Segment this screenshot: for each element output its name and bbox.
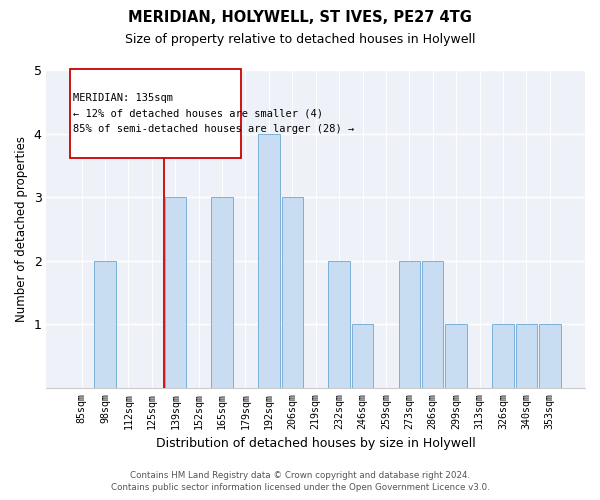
Text: MERIDIAN, HOLYWELL, ST IVES, PE27 4TG: MERIDIAN, HOLYWELL, ST IVES, PE27 4TG [128, 10, 472, 25]
Text: Contains HM Land Registry data © Crown copyright and database right 2024.
Contai: Contains HM Land Registry data © Crown c… [110, 471, 490, 492]
Bar [398, 260, 420, 388]
Y-axis label: Number of detached properties: Number of detached properties [15, 136, 28, 322]
Bar [258, 134, 280, 388]
Bar [515, 324, 537, 388]
Text: MERIDIAN: 135sqm
← 12% of detached houses are smaller (4)
85% of semi-detached h: MERIDIAN: 135sqm ← 12% of detached house… [73, 92, 355, 134]
Bar [492, 324, 514, 388]
Bar [445, 324, 467, 388]
Bar [539, 324, 560, 388]
Text: Size of property relative to detached houses in Holywell: Size of property relative to detached ho… [125, 32, 475, 46]
Bar [211, 197, 233, 388]
Bar [422, 260, 443, 388]
Bar [352, 324, 373, 388]
Bar [164, 197, 186, 388]
Bar [328, 260, 350, 388]
Bar [94, 260, 116, 388]
FancyBboxPatch shape [70, 68, 241, 158]
X-axis label: Distribution of detached houses by size in Holywell: Distribution of detached houses by size … [156, 437, 476, 450]
Bar [281, 197, 303, 388]
